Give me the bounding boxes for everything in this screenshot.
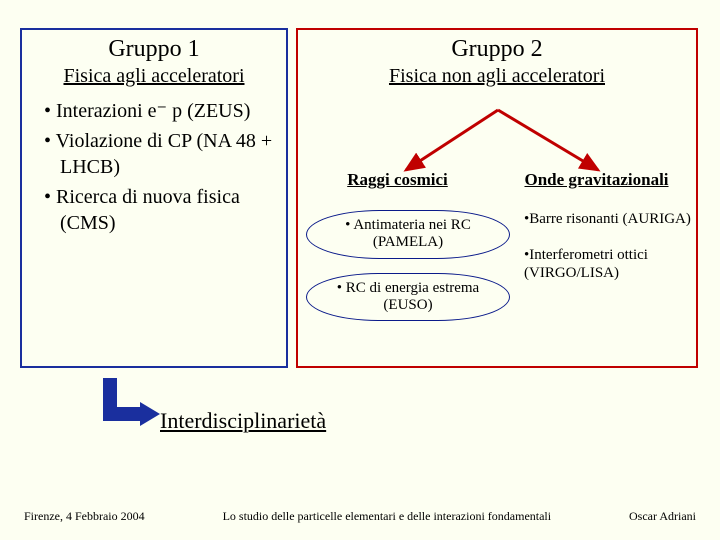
l-arrow-head [140,402,160,426]
branch-left-col: Raggi cosmici [298,170,497,190]
group1-subtitle: Fisica agli acceleratori [32,65,276,88]
branch-right-item-1: •Barre risonanti (AURIGA) [520,210,692,228]
interdisc-label: Interdisciplinarietà [160,408,326,434]
branch-heads-row: Raggi cosmici Onde gravitazionali [298,170,696,190]
branch-right-col: Onde gravitazionali [497,170,696,190]
group1-box: Gruppo 1 Fisica agli acceleratori Intera… [20,28,288,368]
group2-subtitle: Fisica non agli acceleratori [306,65,688,88]
group1-bullet-2: Violazione di CP (NA 48 + LHCB) [32,128,276,180]
branch-left-title: Raggi cosmici [347,170,448,189]
l-arrow-icon [102,378,162,438]
arrow-to-left-branch [406,110,498,170]
branch-left-item-1: • Antimateria nei RC (PAMELA) [306,210,510,259]
footer-right: Oscar Adriani [629,509,696,524]
footer-center: Lo studio delle particelle elementari e … [145,509,629,524]
group1-title: Gruppo 1 [32,36,276,63]
group1-bullets: Interazioni e⁻ p (ZEUS) Violazione di CP… [32,98,276,236]
l-arrow-path [110,378,142,414]
group1-bullet-1: Interazioni e⁻ p (ZEUS) [32,98,276,124]
group2-box: Gruppo 2 Fisica non agli acceleratori Ra… [296,28,698,368]
footer: Firenze, 4 Febbraio 2004 Lo studio delle… [0,509,720,524]
branch-left-items: • Antimateria nei RC (PAMELA) • RC di en… [306,210,510,335]
slide-stage: Gruppo 1 Fisica agli acceleratori Intera… [0,0,720,540]
group2-title: Gruppo 2 [306,36,688,63]
group1-bullet-3: Ricerca di nuova fisica (CMS) [32,184,276,236]
arrow-to-right-branch [498,110,598,170]
branch-right-item-2: •Interferometri ottici (VIRGO/LISA) [520,246,692,282]
branch-left-item-2: • RC di energia estrema (EUSO) [306,273,510,322]
branch-right-items: •Barre risonanti (AURIGA) •Interferometr… [520,210,692,300]
branch-right-title: Onde gravitazionali [524,170,668,189]
footer-left: Firenze, 4 Febbraio 2004 [24,509,145,524]
